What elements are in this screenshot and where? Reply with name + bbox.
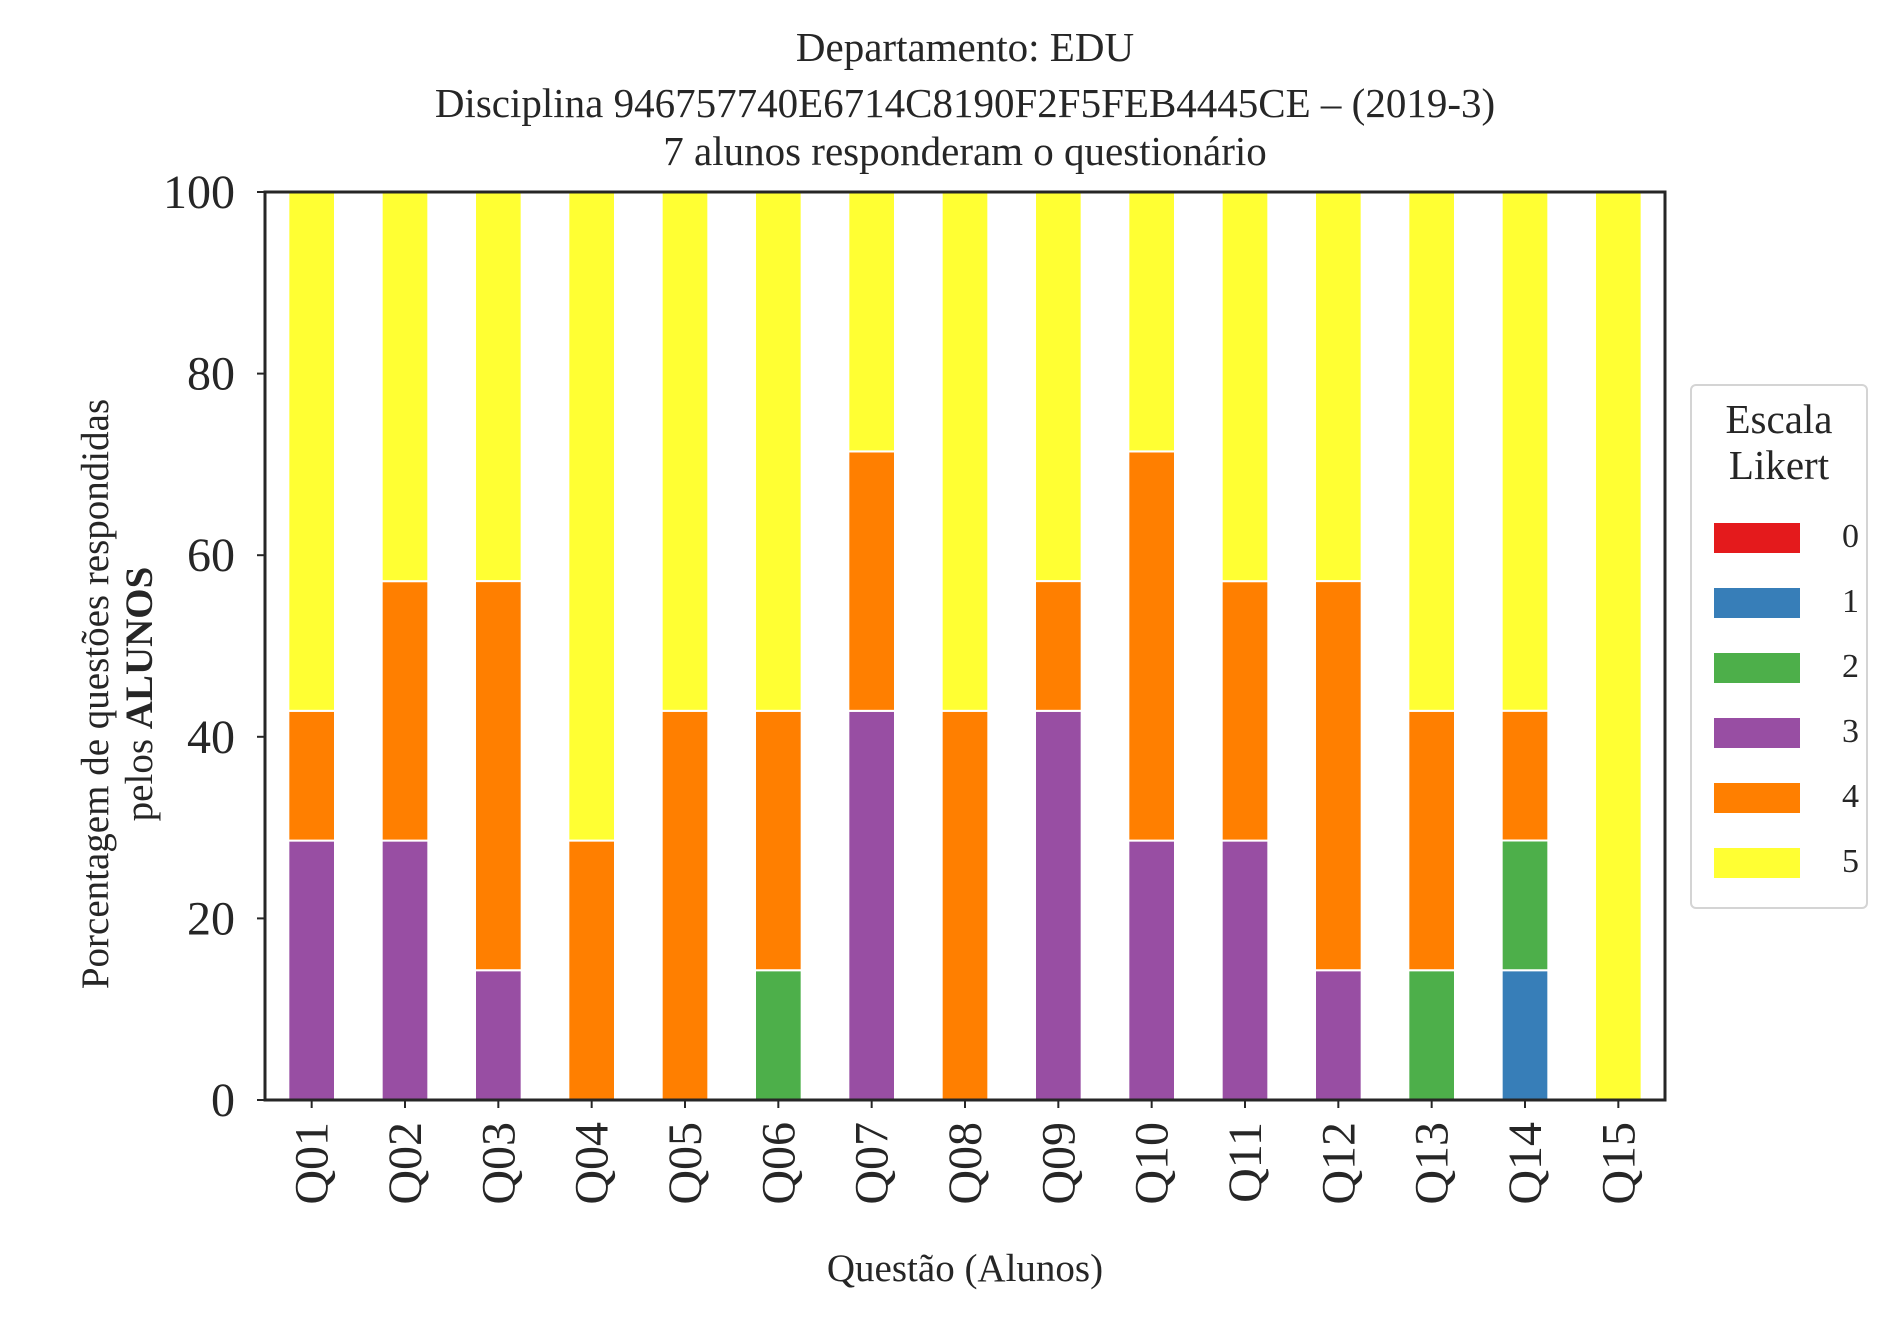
- x-tick-label-q07: Q07: [846, 1122, 899, 1205]
- bar-q12-likert-3: [1314, 969, 1363, 1102]
- bar-q15-likert-5: [1594, 191, 1643, 1101]
- bar-q12-likert-4: [1314, 580, 1363, 972]
- bars-group: [287, 190, 1643, 1102]
- bar-q06-likert-5: [754, 191, 803, 712]
- x-tick-label-q13: Q13: [1406, 1122, 1459, 1205]
- bar-q11-likert-5: [1220, 191, 1270, 583]
- bar-q08-likert-4: [940, 709, 990, 1101]
- bar-q03-likert-4: [474, 580, 523, 972]
- y-axis-label: Porcentagem de questões respondidas pelo…: [74, 244, 162, 1144]
- legend-label: 3: [1842, 713, 1859, 750]
- bar-q06-likert-2: [754, 969, 803, 1102]
- bar-q14-likert-2: [1500, 839, 1550, 972]
- legend-swatch: [1714, 588, 1800, 618]
- bar-q13-likert-4: [1407, 709, 1457, 972]
- legend-item-5: 5: [1714, 843, 1864, 880]
- legend-title-line-2: Likert: [1728, 442, 1830, 488]
- bar-q07-likert-5: [847, 191, 896, 453]
- legend-swatch: [1714, 848, 1800, 878]
- x-tick-label-q14: Q14: [1499, 1122, 1552, 1205]
- bar-q09-likert-4: [1034, 580, 1083, 712]
- y-tick-label: 20: [187, 892, 235, 945]
- bar-q09-likert-5: [1034, 190, 1083, 583]
- x-tick-label-q08: Q08: [939, 1122, 992, 1205]
- x-tick-label-q10: Q10: [1126, 1122, 1179, 1205]
- bar-q02-likert-5: [380, 191, 430, 583]
- x-tick-label-q12: Q12: [1312, 1122, 1365, 1205]
- bar-q12-likert-5: [1314, 190, 1363, 583]
- bar-q02-likert-4: [380, 580, 430, 842]
- x-tick-label-q05: Q05: [659, 1122, 712, 1205]
- legend-swatch: [1714, 718, 1800, 748]
- legend-swatch: [1714, 523, 1800, 553]
- bar-q08-likert-5: [940, 191, 990, 712]
- legend-item-2: 2: [1714, 648, 1864, 685]
- bar-q04-likert-4: [567, 839, 616, 1101]
- bar-q03-likert-3: [474, 969, 523, 1102]
- bar-q10-likert-4: [1127, 450, 1177, 842]
- y-tick-label: 60: [187, 529, 235, 582]
- bar-q06-likert-4: [754, 709, 803, 972]
- bar-q07-likert-3: [847, 709, 896, 1101]
- legend-label: 1: [1842, 583, 1859, 620]
- bar-q11-likert-4: [1220, 580, 1270, 842]
- bar-q07-likert-4: [847, 450, 896, 712]
- bar-q04-likert-5: [567, 191, 616, 842]
- plot-frame: [263, 190, 1667, 1102]
- bar-q09-likert-3: [1034, 709, 1083, 1101]
- legend-item-0: 0: [1714, 518, 1864, 555]
- x-axis-ticks: Q01 Q02 Q03 Q04 Q05 Q06 Q07 Q08 Q09 Q10 Q11 Q12 Q13 Q…: [286, 1100, 1645, 1205]
- legend-item-4: 4: [1714, 778, 1864, 815]
- bar-q01-likert-4: [287, 709, 337, 842]
- bar-q01-likert-3: [287, 839, 337, 1101]
- y-tick-label: 80: [187, 348, 235, 401]
- y-axis-ticks: 0 20 40 60 80 100: [163, 166, 265, 1127]
- legend-label: 5: [1842, 843, 1859, 880]
- y-axis-label-line-1: Porcentagem de questões respondidas: [74, 398, 117, 990]
- bar-q05-likert-4: [660, 709, 710, 1101]
- legend-swatch: [1714, 653, 1800, 683]
- y-tick-label: 0: [211, 1074, 235, 1127]
- x-tick-label-q06: Q06: [752, 1122, 805, 1205]
- legend-label: 4: [1842, 778, 1859, 815]
- y-axis-label-prefix: pelos: [118, 729, 161, 822]
- bar-q14-likert-1: [1500, 969, 1550, 1102]
- bar-q01-likert-5: [287, 191, 337, 712]
- bar-q11-likert-3: [1220, 839, 1270, 1101]
- bar-q02-likert-3: [380, 839, 430, 1101]
- legend-item-3: 3: [1714, 713, 1864, 750]
- x-tick-label-q01: Q01: [286, 1122, 339, 1205]
- x-axis-label: Questão (Alunos): [826, 1247, 1104, 1290]
- bar-q05-likert-5: [660, 191, 710, 712]
- y-tick-label: 40: [187, 711, 235, 764]
- legend-label: 2: [1842, 648, 1859, 685]
- legend: Escala Likert 0 1 2 3 4 5: [1690, 384, 1868, 909]
- bar-q14-likert-4: [1500, 709, 1550, 842]
- bar-q14-likert-5: [1500, 190, 1550, 712]
- chart-title-line-3: 7 alunos responderam o questionário: [663, 128, 1267, 174]
- x-tick-label-q04: Q04: [566, 1122, 619, 1205]
- x-tick-label-q15: Q15: [1592, 1122, 1645, 1205]
- x-tick-label-q09: Q09: [1032, 1122, 1085, 1205]
- y-tick-label: 100: [163, 166, 235, 219]
- bar-q10-likert-3: [1127, 839, 1177, 1101]
- x-tick-label-q11: Q11: [1219, 1122, 1272, 1203]
- y-axis-label-bold: ALUNOS: [118, 566, 161, 730]
- legend-title: Escala Likert: [1692, 396, 1866, 488]
- x-tick-label-q03: Q03: [472, 1122, 525, 1205]
- chart-title-line-2: Disciplina 946757740E6714C8190F2F5FEB444…: [434, 80, 1496, 126]
- bar-q03-likert-5: [474, 190, 523, 583]
- legend-swatch: [1714, 783, 1800, 813]
- chart-title-line-1: Departamento: EDU: [795, 24, 1135, 70]
- bar-q10-likert-5: [1127, 191, 1177, 453]
- legend-title-line-1: Escala: [1725, 396, 1833, 442]
- bar-q13-likert-5: [1407, 191, 1457, 712]
- x-tick-label-q02: Q02: [379, 1122, 432, 1205]
- legend-item-1: 1: [1714, 583, 1864, 620]
- legend-label: 0: [1842, 518, 1859, 555]
- y-axis-label-line-2: pelos ALUNOS: [118, 244, 162, 1144]
- bar-q13-likert-2: [1407, 969, 1457, 1102]
